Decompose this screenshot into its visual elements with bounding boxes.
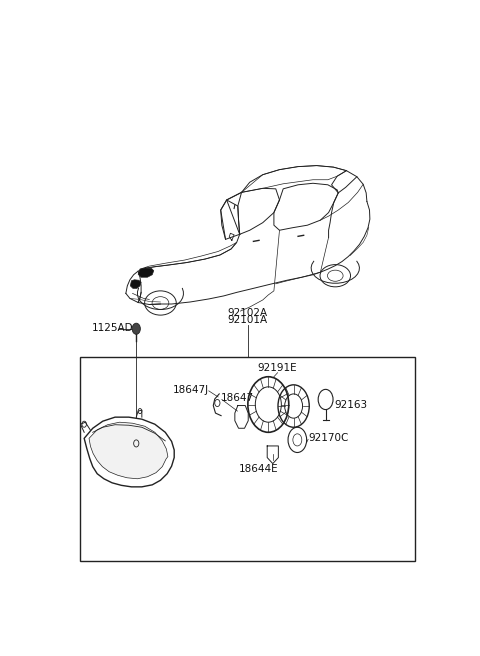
- Polygon shape: [89, 422, 168, 479]
- Text: 18647: 18647: [221, 393, 254, 403]
- Circle shape: [132, 323, 140, 335]
- Polygon shape: [138, 268, 154, 277]
- Text: 92101A: 92101A: [228, 316, 268, 325]
- Text: 18644E: 18644E: [239, 464, 279, 474]
- Text: 1125AD: 1125AD: [92, 323, 133, 333]
- Text: 92170C: 92170C: [308, 434, 348, 443]
- Polygon shape: [130, 279, 141, 289]
- Text: 92102A: 92102A: [228, 308, 268, 318]
- Text: 18647J: 18647J: [173, 385, 209, 396]
- Polygon shape: [84, 417, 174, 487]
- Text: 92163: 92163: [335, 400, 368, 409]
- Text: 92191E: 92191E: [258, 363, 298, 373]
- Bar: [81, 356, 415, 561]
